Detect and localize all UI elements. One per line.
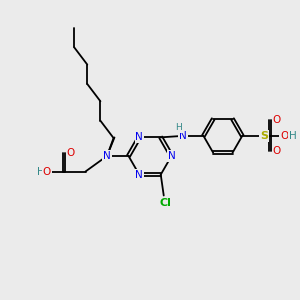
Text: N: N [179,131,187,141]
Text: H: H [37,167,45,176]
Text: N: N [168,151,176,161]
Text: O: O [280,131,289,141]
Text: H: H [289,131,296,141]
Text: N: N [103,151,111,161]
Text: O: O [43,167,51,176]
Text: O: O [272,146,281,156]
Text: N: N [135,132,143,142]
Text: Cl: Cl [159,198,171,208]
Text: O: O [272,115,281,125]
Text: N: N [135,169,143,180]
Text: H: H [175,123,182,132]
Text: S: S [260,131,268,141]
Text: O: O [66,148,75,158]
